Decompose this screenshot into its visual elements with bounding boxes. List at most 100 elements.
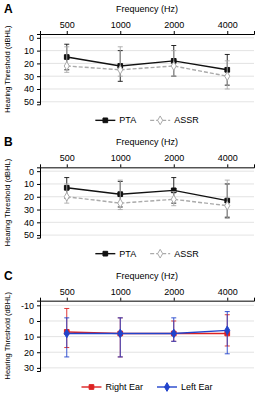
error-bar [118,180,123,209]
tick: 2000 [164,20,184,34]
tick: 2000 [164,287,184,301]
tick: 50 [24,230,40,240]
legend-label: Right Ear [105,382,143,392]
tick-mark [37,51,40,52]
tick-label: 50 [24,97,34,107]
marker [64,192,69,201]
error-bar [64,184,69,203]
legend-swatch [103,118,108,123]
axis-line [41,31,255,35]
marker [225,326,230,335]
grid-line [40,37,254,38]
tick-label: 20 [24,348,34,358]
y-axis: 01020304050 [24,33,41,107]
tick-label: 500 [60,153,75,163]
grid-line [40,50,254,51]
tick: 40 [24,84,40,94]
tick-mark [37,352,40,353]
grid-line [40,101,254,102]
marker [171,329,176,338]
tick-label: 40 [24,84,34,94]
tick-label: 30 [24,205,34,215]
error-bar [64,47,69,73]
tick-mark [37,305,40,306]
tick-mark [37,171,40,172]
axis-line [37,168,41,238]
series-line [67,188,228,201]
marker [64,62,69,71]
panel: 50010002000400001020304050AFrequency (Hz… [3,2,255,125]
tick: 1000 [111,153,131,167]
tick-mark [37,76,40,77]
tick: 30 [24,363,40,373]
error-bar [225,61,230,89]
error-bar [64,318,69,357]
tick: 4000 [218,287,238,301]
grid-line [40,235,254,236]
tick-label: 40 [24,218,34,228]
error-bar [171,46,176,77]
grid-line [40,367,254,368]
tick: -10 [21,301,40,311]
legend-swatch [158,249,163,258]
marker [64,329,69,338]
tick-mark [37,321,40,322]
tick-label: 2000 [164,287,184,297]
tick-label: 30 [24,363,34,373]
tick-mark [37,368,40,369]
tick: 500 [60,287,75,301]
tick-label: 30 [24,72,34,82]
marker [225,72,230,81]
legend-entry: Right Ear [81,382,143,392]
tick-mark [120,298,121,301]
tick: 0 [29,33,40,43]
tick-label: -10 [21,301,34,311]
y-axis-title: Hearing Threshold (dBHL) [3,292,12,380]
tick-label: 4000 [218,153,238,163]
series-line [67,330,228,333]
tick-mark [37,89,40,90]
legend-swatch [164,383,169,392]
tick-mark [37,210,40,211]
tick-mark [227,31,228,34]
panel: 500100020004000-100102030CFrequency (Hz)… [3,269,255,392]
tick: 40 [24,218,40,228]
tick-mark [37,63,40,64]
tick: 0 [29,167,40,177]
tick: 20 [24,59,40,69]
legend-entry: ASSR [150,249,199,259]
tick-mark [37,235,40,236]
x-axis: 500100020004000 [41,287,255,302]
tick: 500 [60,153,75,167]
tick-label: 4000 [218,20,238,30]
tick: 0 [29,316,40,326]
grid-line [40,336,254,337]
series-line [67,66,228,76]
grid-line [40,209,254,210]
tick: 2000 [164,153,184,167]
legend-swatch [89,385,94,390]
tick-label: 10 [24,332,34,342]
tick-mark [37,337,40,338]
tick-mark [67,164,68,167]
legend-entry: PTA [95,249,136,259]
tick-mark [37,102,40,103]
tick-label: 2000 [164,20,184,30]
tick-label: 0 [29,33,34,43]
tick: 30 [24,72,40,82]
axis-line [37,35,41,105]
axis-line [37,301,41,371]
plot-area [64,178,230,219]
tick: 4000 [218,20,238,34]
tick: 4000 [218,153,238,167]
y-axis-title: Hearing Threshold (dBHL) [3,158,12,246]
error-bar [225,312,230,354]
grid-line [40,222,254,223]
panel-label: A [4,2,13,16]
legend: PTA ASSR [95,249,199,259]
tick: 30 [24,205,40,215]
error-bar [118,318,123,357]
tick-mark [67,298,68,301]
error-bar [118,318,123,357]
error-bar [171,318,176,341]
